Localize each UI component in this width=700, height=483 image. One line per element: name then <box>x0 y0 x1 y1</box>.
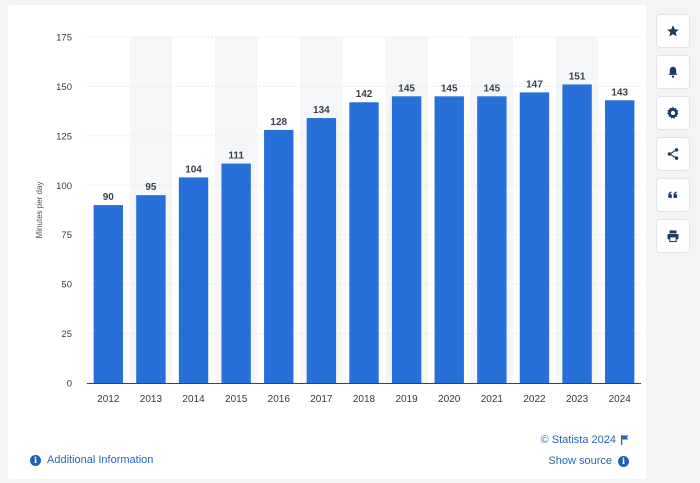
data-label: 90 <box>103 192 115 203</box>
y-tick-label: 75 <box>61 230 72 241</box>
x-tick-label: 2013 <box>140 394 163 405</box>
data-label: 151 <box>569 71 586 82</box>
gear-icon <box>667 106 679 119</box>
data-label: 147 <box>526 79 543 90</box>
x-tick-label: 2020 <box>438 394 461 405</box>
bar-2014[interactable] <box>178 177 209 383</box>
bar-2017[interactable] <box>306 118 337 383</box>
bar-2018[interactable] <box>349 102 379 383</box>
data-label: 134 <box>313 105 330 116</box>
bar-2016[interactable] <box>264 129 294 383</box>
info-icon: i <box>30 454 41 466</box>
y-tick-label: 175 <box>56 33 72 44</box>
y-tick-label: 50 <box>61 280 72 291</box>
flag-icon <box>621 435 629 445</box>
data-label: 142 <box>356 89 373 100</box>
info-icon: i <box>618 455 629 467</box>
bar-2013[interactable] <box>136 195 166 383</box>
x-tick-label: 2023 <box>566 394 589 405</box>
data-labels: 90 95 104 111 128 134 142 145 145 145 147 151 143 <box>103 71 629 203</box>
share-icon <box>667 148 679 160</box>
bar-2015[interactable] <box>221 163 251 383</box>
bar-2024[interactable] <box>604 100 635 384</box>
x-tick-label: 2021 <box>481 394 504 405</box>
cite-button[interactable] <box>656 178 690 212</box>
share-button[interactable] <box>656 137 690 171</box>
x-tick-label: 2014 <box>182 394 205 405</box>
y-axis-ticks: 0 25 50 75 100 125 150 175 <box>56 33 72 390</box>
data-label: 145 <box>484 83 501 94</box>
x-axis-ticks: 2012 2013 2014 2015 2016 2017 2018 2019 2020 2021… <box>97 394 631 405</box>
show-source-link[interactable]: Show source i <box>548 455 629 467</box>
x-tick-label: 2024 <box>609 394 632 405</box>
statista-copyright[interactable]: © Statista 2024 <box>541 434 629 446</box>
x-tick-label: 2012 <box>97 394 120 405</box>
y-tick-label: 25 <box>61 329 72 340</box>
quote-icon <box>668 191 678 198</box>
x-tick-label: 2016 <box>268 394 291 405</box>
additional-information-link[interactable]: i Additional Information <box>30 454 153 466</box>
star-icon <box>667 25 679 37</box>
y-tick-label: 125 <box>56 131 72 142</box>
chart-card: 0 25 50 75 100 125 150 175 90 95 104 111 128 134 142 1… <box>8 5 646 479</box>
x-tick-label: 2022 <box>523 394 546 405</box>
data-label: 111 <box>228 151 244 162</box>
notification-button[interactable] <box>656 55 690 89</box>
bar-chart: 0 25 50 75 100 125 150 175 90 95 104 111 128 134 142 1… <box>35 33 641 405</box>
data-label: 145 <box>441 83 458 94</box>
settings-button[interactable] <box>656 96 690 130</box>
data-label: 145 <box>398 83 415 94</box>
data-label: 104 <box>185 164 202 175</box>
side-toolbar <box>656 14 692 260</box>
additional-information-label: Additional Information <box>47 454 154 466</box>
print-icon <box>667 230 679 243</box>
copyright-text: © Statista 2024 <box>540 434 616 446</box>
bar-2020[interactable] <box>434 96 464 384</box>
bar-2012[interactable] <box>93 205 124 383</box>
x-tick-label: 2018 <box>353 394 376 405</box>
x-tick-label: 2019 <box>395 394 418 405</box>
bell-icon <box>668 66 678 78</box>
x-tick-label: 2015 <box>225 394 248 405</box>
y-tick-label: 0 <box>67 379 72 390</box>
y-tick-label: 100 <box>56 181 72 192</box>
favorite-button[interactable] <box>656 14 690 48</box>
data-label: 128 <box>270 117 287 128</box>
data-label: 95 <box>145 182 157 193</box>
bar-2019[interactable] <box>391 96 422 384</box>
y-tick-label: 150 <box>56 82 72 93</box>
y-axis-label: Minutes per day <box>35 182 44 239</box>
bar-2022[interactable] <box>519 92 550 384</box>
show-source-label: Show source <box>548 455 612 467</box>
x-tick-label: 2017 <box>310 394 333 405</box>
bar-2023[interactable] <box>562 84 592 384</box>
bars <box>93 84 635 384</box>
print-button[interactable] <box>656 219 690 253</box>
data-label: 143 <box>611 87 628 98</box>
bar-2021[interactable] <box>477 96 507 384</box>
